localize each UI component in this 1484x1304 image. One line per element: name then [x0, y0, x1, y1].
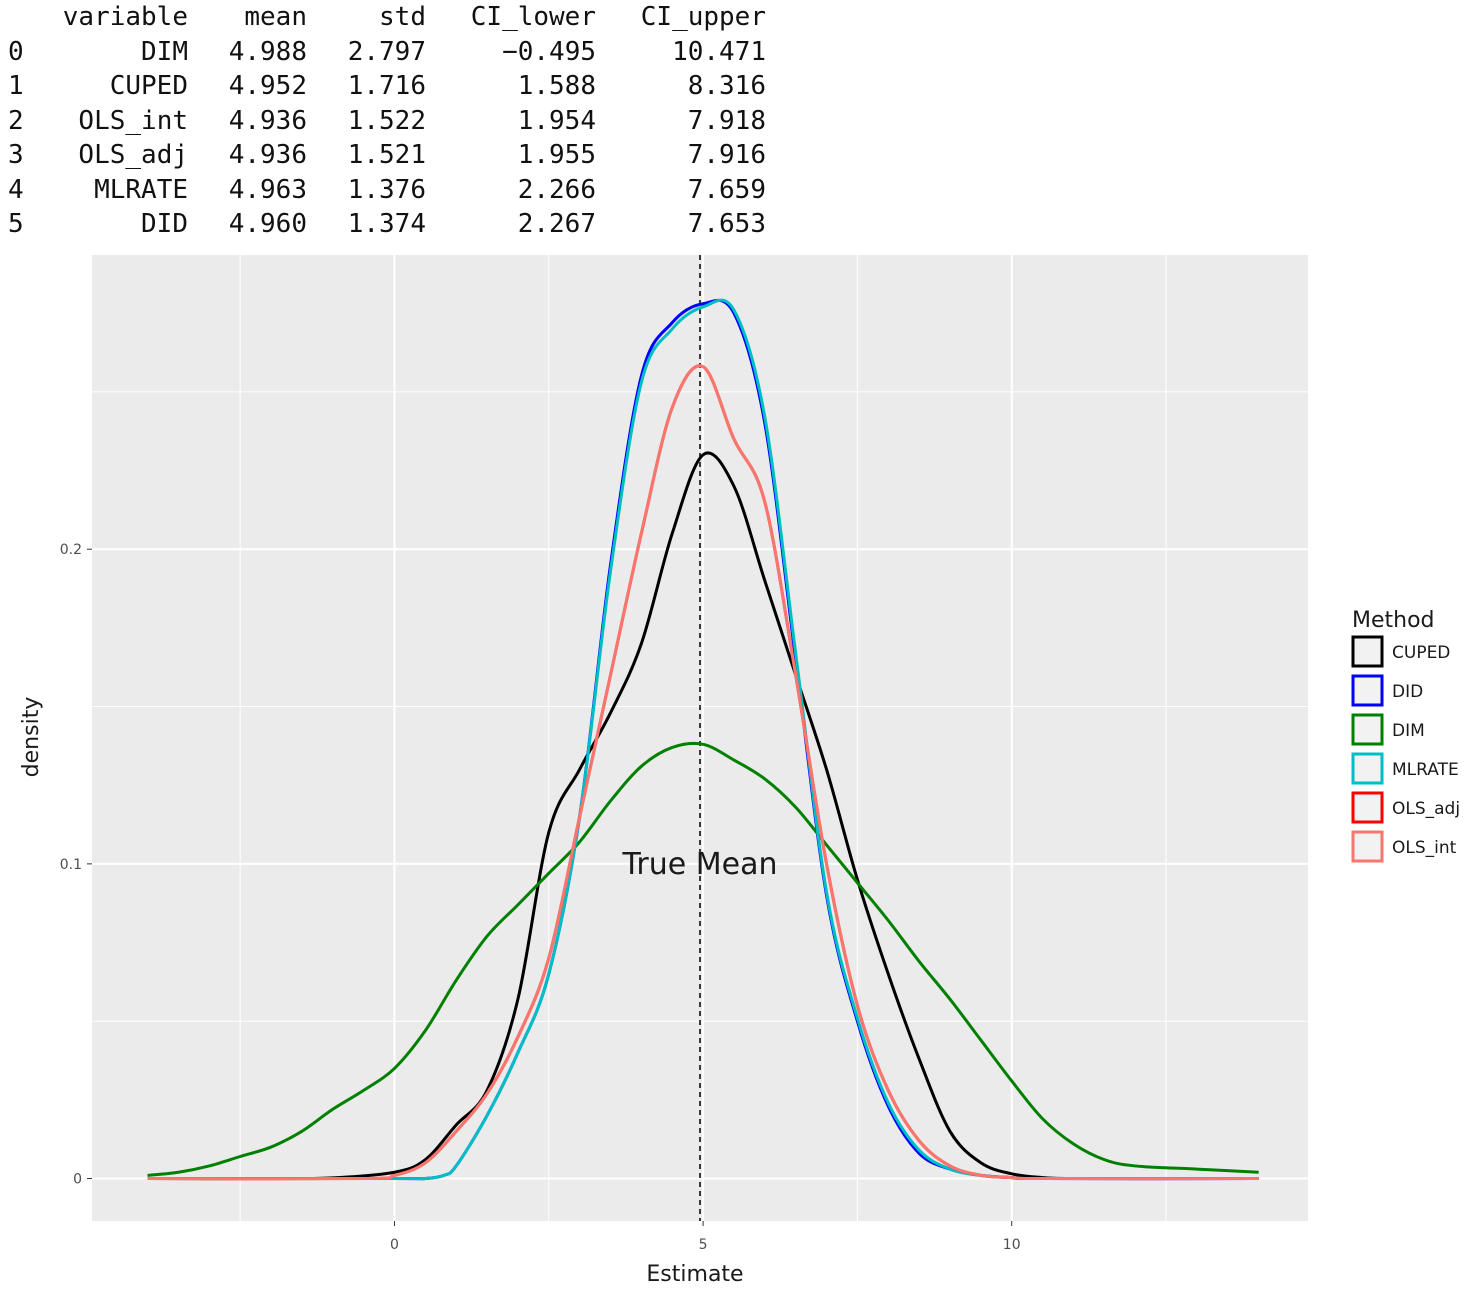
y-axis-title: density — [19, 697, 44, 778]
y-tick-label: 0 — [73, 1172, 82, 1188]
table-cell-std: 1.374 — [347, 209, 426, 239]
table-cell-std: 1.522 — [347, 105, 426, 136]
table-row: 4 MLRATE 4.963 1.376 2.266 7.659 — [8, 173, 766, 208]
table-cell-ci-lower: −0.495 — [502, 36, 596, 67]
legend-label-cuped: CUPED — [1392, 643, 1450, 663]
x-tick-label: 5 — [699, 1237, 708, 1253]
table-cell-variable: MLRATE — [94, 174, 188, 205]
axis-ticks: 0 5 10 0 0.1 0.2 — [60, 542, 1021, 1253]
legend-label-did: DID — [1392, 682, 1423, 702]
series-line-ols-int — [147, 364, 1259, 1181]
legend-key-mlrate — [1351, 752, 1384, 785]
table-header-mean: mean — [244, 2, 307, 32]
table-header-std: std — [379, 2, 426, 32]
table-header-row: variable mean std CI_lower CI_upper — [8, 0, 766, 35]
table-row: 5 DID 4.960 1.374 2.267 7.653 — [8, 207, 766, 242]
table-cell-std: 2.797 — [347, 36, 426, 67]
y-tick-label: 0.2 — [60, 542, 82, 558]
table-cell-ci-upper: 7.916 — [687, 140, 766, 170]
table-cell-variable: OLS_int — [78, 105, 188, 136]
table-cell-ci-lower: 1.955 — [517, 140, 596, 170]
legend-key-ols-adj — [1351, 791, 1384, 824]
x-tick-label: 10 — [1003, 1237, 1021, 1253]
table-cell-mean: 4.936 — [228, 105, 307, 136]
legend-key-dim — [1351, 713, 1384, 746]
table-row: 2 OLS_int 4.936 1.522 1.954 7.918 — [8, 104, 766, 139]
table-cell-index: 0 — [8, 36, 24, 67]
series-line-dim — [147, 741, 1259, 1177]
table-header-ci-upper: CI_upper — [640, 2, 766, 32]
table-cell-variable: DIM — [141, 36, 188, 67]
true-mean-annotation: True Mean — [622, 847, 778, 882]
table-header-ci-lower: CI_lower — [470, 2, 596, 32]
table-cell-mean: 4.952 — [228, 71, 307, 101]
legend-key-cuped — [1351, 635, 1384, 668]
x-tick-label: 0 — [390, 1237, 399, 1253]
table-cell-index: 3 — [8, 140, 24, 170]
table-cell-ci-lower: 1.954 — [517, 105, 596, 136]
table-cell-ci-upper: 7.653 — [687, 209, 766, 239]
table-cell-variable: OLS_adj — [78, 140, 188, 170]
table-cell-mean: 4.988 — [228, 36, 307, 67]
density-curves — [147, 298, 1259, 1181]
legend-title: Method — [1352, 608, 1435, 633]
legend-label-dim: DIM — [1392, 721, 1425, 741]
table-cell-mean: 4.960 — [228, 209, 307, 239]
x-axis-title: Estimate — [646, 1262, 743, 1287]
summary-table: variable mean std CI_lower CI_upper 0 DI… — [8, 0, 766, 242]
table-cell-std: 1.716 — [347, 71, 426, 101]
series-line-mlrate — [147, 298, 1259, 1181]
table-cell-ci-upper: 7.918 — [687, 105, 766, 136]
table-cell-index: 1 — [8, 71, 24, 101]
table-cell-index: 5 — [8, 209, 24, 239]
legend-label-ols-adj: OLS_adj — [1392, 799, 1460, 819]
table-cell-std: 1.376 — [347, 174, 426, 205]
table-header-variable: variable — [62, 2, 188, 32]
legend-label-mlrate: MLRATE — [1392, 760, 1459, 780]
table-row: 3 OLS_adj 4.936 1.521 1.955 7.916 — [8, 138, 766, 173]
table-cell-index: 2 — [8, 105, 24, 136]
y-tick-label: 0.1 — [60, 857, 82, 873]
series-line-cuped — [147, 451, 1259, 1181]
legend-items: CUPED DID DIM MLRATE OLS_adj OLS_int — [1351, 635, 1460, 863]
table-cell-ci-lower: 2.267 — [517, 209, 596, 239]
table-cell-ci-lower: 1.588 — [517, 71, 596, 101]
legend-key-did — [1351, 674, 1384, 707]
table-cell-ci-upper: 7.659 — [687, 174, 766, 205]
table-cell-mean: 4.936 — [228, 140, 307, 170]
legend-label-ols-int: OLS_int — [1392, 838, 1457, 858]
table-cell-ci-lower: 2.266 — [517, 174, 596, 205]
table-row: 0 DIM 4.988 2.797 −0.495 10.471 — [8, 35, 766, 70]
table-cell-index: 4 — [8, 174, 24, 205]
table-cell-ci-upper: 10.471 — [672, 36, 766, 67]
table-cell-mean: 4.963 — [228, 174, 307, 205]
table-cell-variable: DID — [141, 209, 188, 239]
table-cell-std: 1.521 — [347, 140, 426, 170]
table-row: 1 CUPED 4.952 1.716 1.588 8.316 — [8, 69, 766, 104]
table-cell-ci-upper: 8.316 — [687, 71, 766, 101]
legend-key-ols-int — [1351, 830, 1384, 863]
legend: Method CUPED DID DIM MLRATE OLS_adj OLS_int — [1351, 608, 1460, 863]
table-cell-variable: CUPED — [109, 71, 188, 101]
